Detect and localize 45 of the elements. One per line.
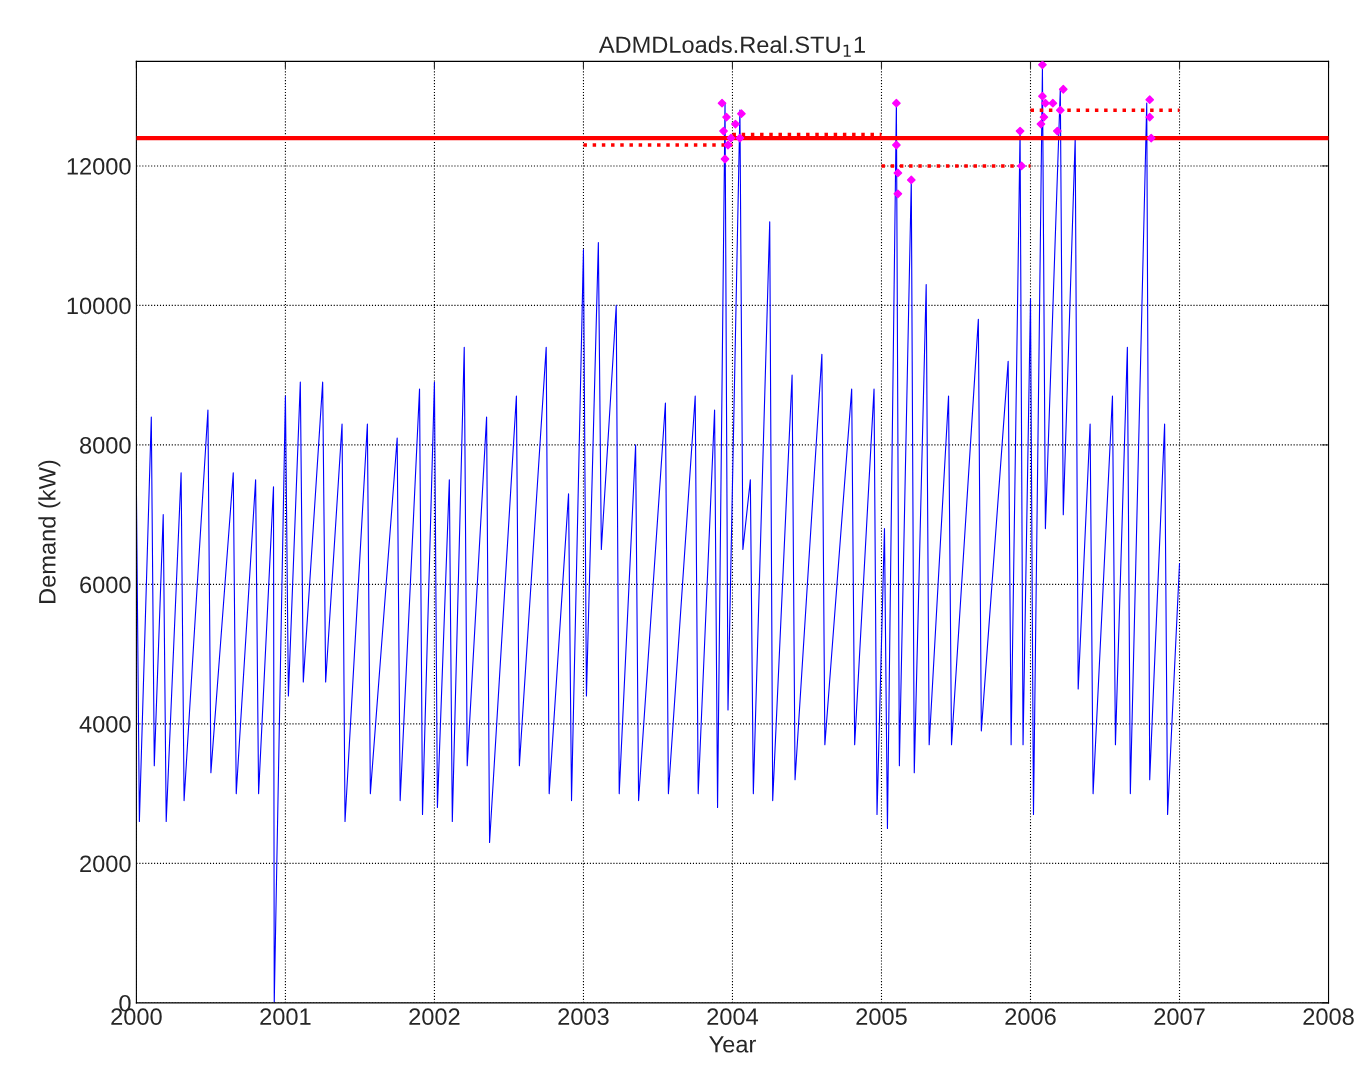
x-tick-label: 2001: [260, 1008, 311, 1026]
point: [1036, 119, 1046, 129]
x-axis-title: Year: [709, 1036, 756, 1053]
y-tick-label: 8000: [80, 436, 131, 454]
y-tick-label: 2000: [80, 855, 131, 873]
point: [1038, 61, 1047, 70]
point: [717, 98, 727, 108]
point: [1055, 105, 1065, 115]
point: [722, 112, 731, 122]
point: [731, 119, 740, 129]
point: [892, 98, 901, 108]
x-tick-label: 2002: [409, 1008, 460, 1026]
point: [723, 140, 733, 150]
point: [720, 154, 730, 164]
y-tick-label: 10000: [67, 297, 131, 315]
point: [1015, 126, 1025, 136]
point: [737, 109, 746, 119]
point: [1048, 98, 1058, 108]
point: [1146, 133, 1156, 143]
x-tick-label: 2003: [558, 1008, 609, 1026]
point: [1038, 91, 1047, 101]
chart-title: ADMDLoads.Real.STU$_{1}$1: [598, 35, 865, 57]
x-tick-label: 2004: [707, 1008, 759, 1026]
y-tick-label: 6000: [80, 576, 131, 594]
x-tick-label: 2006: [1005, 1008, 1056, 1026]
y-tick-label: 4000: [79, 715, 131, 733]
point: [1145, 112, 1155, 122]
x-tick-label: 2005: [856, 1008, 907, 1026]
point: [893, 168, 903, 178]
point: [1039, 112, 1049, 122]
point: [906, 175, 916, 185]
x-tick-label: 2008: [1303, 1008, 1354, 1026]
point: [1017, 161, 1026, 171]
y-tick-label: 12000: [67, 158, 131, 175]
point: [735, 133, 745, 143]
point: [726, 133, 736, 143]
y-axis-title: Demand (kW): [38, 460, 61, 603]
point: [719, 126, 728, 136]
point: [1041, 98, 1050, 108]
point: [1145, 95, 1155, 105]
point: [1052, 126, 1062, 136]
point: [892, 140, 901, 150]
point: [1058, 84, 1068, 94]
point: [893, 189, 903, 199]
x-tick-label: 2007: [1154, 1008, 1205, 1026]
